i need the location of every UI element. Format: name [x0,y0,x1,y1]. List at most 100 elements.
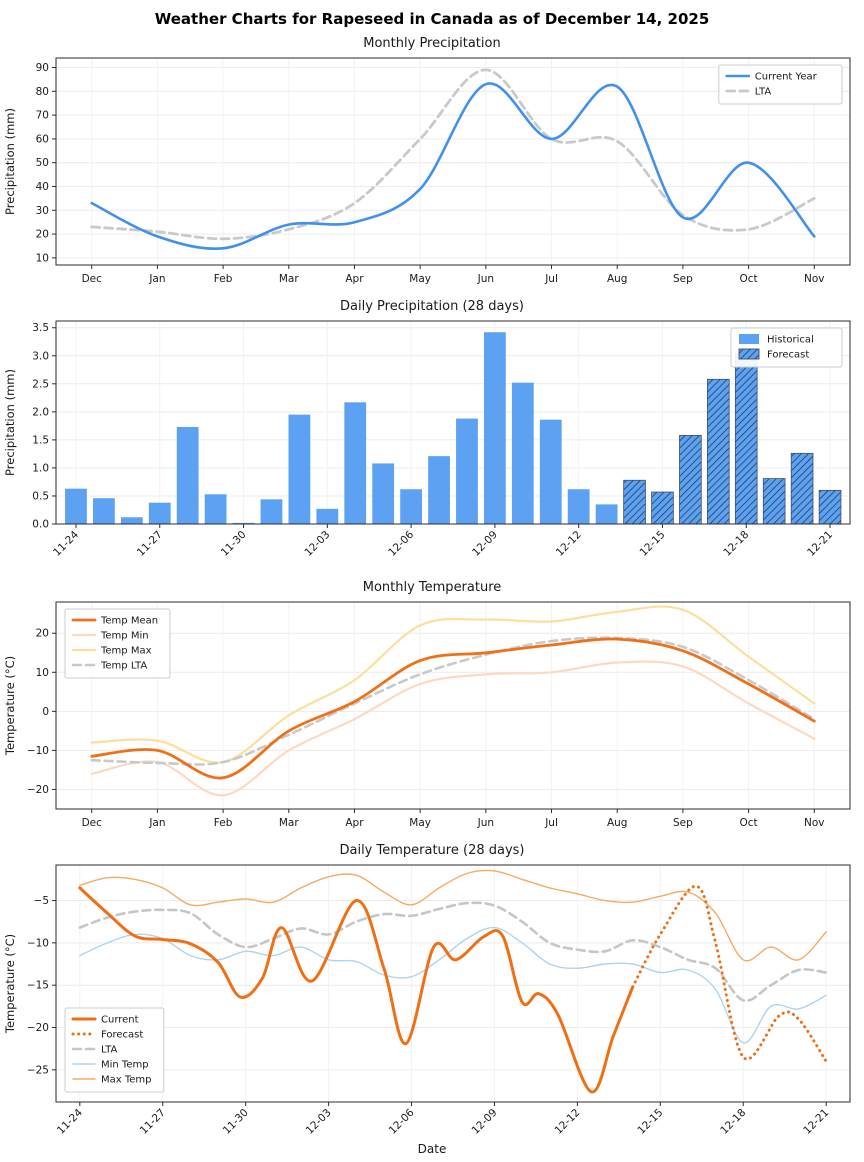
svg-text:12-18: 12-18 [721,529,751,559]
svg-text:Temp Mean: Temp Mean [100,616,158,627]
svg-text:−25: −25 [27,1064,49,1076]
svg-text:Temperature (°C): Temperature (°C) [3,934,17,1034]
svg-text:11-24: 11-24 [55,1106,85,1136]
svg-text:Precipitation (mm): Precipitation (mm) [3,369,17,476]
monthly-temperature-plot: −20 −10 0 10 20 Dec Jan Feb Mar Apr May Jun Jul Aug Se… [3,601,851,829]
svg-text:50: 50 [36,157,49,169]
svg-text:0.5: 0.5 [32,490,49,502]
daily-precipitation-title: Daily Precipitation (28 days) [340,299,524,314]
svg-text:80: 80 [36,86,49,98]
svg-text:Oct: Oct [740,817,758,829]
svg-text:Nov: Nov [804,817,825,829]
svg-text:2.5: 2.5 [32,378,49,390]
svg-text:12-12: 12-12 [554,529,584,559]
svg-text:−10: −10 [27,745,49,757]
svg-text:Apr: Apr [345,273,364,285]
svg-text:12-06: 12-06 [386,528,416,558]
svg-text:Apr: Apr [345,817,364,829]
svg-text:12-03: 12-03 [304,1107,334,1137]
svg-text:20: 20 [36,229,49,241]
svg-text:−20: −20 [27,784,49,796]
daily-temperature-plot: −25 −20 −15 −10 −5 11-24 11-27 11-30 12-03 12-06 1… [3,864,851,1137]
svg-text:Dec: Dec [82,273,103,285]
svg-text:Min Temp: Min Temp [101,1060,149,1071]
svg-text:11-30: 11-30 [219,529,249,559]
svg-text:0.0: 0.0 [32,519,49,531]
svg-text:12-15: 12-15 [638,529,668,559]
svg-text:LTA: LTA [101,1045,118,1056]
daily-precipitation-plot: 0.0 0.5 1.0 1.5 2.0 2.5 3.0 3.5 11-24 11-27 11-30 1… [3,320,851,559]
svg-text:Jun: Jun [477,273,494,285]
svg-text:11-30: 11-30 [221,1107,251,1137]
svg-text:Nov: Nov [804,273,825,285]
svg-text:Max Temp: Max Temp [101,1075,152,1086]
svg-text:11-27: 11-27 [138,1107,168,1137]
svg-text:LTA: LTA [755,87,772,98]
svg-text:−10: −10 [27,937,49,949]
svg-text:3.5: 3.5 [32,322,49,334]
svg-text:Mar: Mar [279,817,299,829]
svg-text:12-18: 12-18 [718,1107,748,1137]
svg-text:May: May [409,817,431,829]
svg-text:2.0: 2.0 [32,406,49,418]
svg-text:Forecast: Forecast [767,350,809,361]
svg-text:12-06: 12-06 [387,1106,417,1136]
svg-text:12-03: 12-03 [302,529,332,559]
svg-text:Aug: Aug [607,273,628,285]
svg-text:Current: Current [101,1015,139,1026]
svg-text:Forecast: Forecast [101,1030,143,1041]
svg-text:Temp Min: Temp Min [100,631,149,642]
svg-text:90: 90 [36,62,49,74]
svg-text:Jul: Jul [544,817,558,829]
svg-text:12-15: 12-15 [635,1107,665,1137]
svg-text:12-09: 12-09 [470,1107,500,1137]
svg-text:Current Year: Current Year [755,72,818,83]
chart-monthly-temperature: Monthly Temperature −20 −10 0 10 20 Dec Jan Feb… [0,580,864,835]
chart-daily-temperature: Daily Temperature (28 days) −25 −20 −15 −10… [0,843,864,1156]
svg-text:12-21: 12-21 [801,1107,831,1137]
svg-text:30: 30 [36,205,49,217]
svg-text:Sep: Sep [673,273,693,285]
chart-monthly-precipitation: Monthly Precipitation 10 20 30 40 50 60 70 80 90… [0,36,864,291]
figure-title: Weather Charts for Rapeseed in Canada as… [154,10,710,28]
chart-daily-precipitation: Daily Precipitation (28 days) 0.0 0.5 1.0 1… [0,299,864,572]
monthly-temperature-title: Monthly Temperature [362,580,502,595]
weather-charts-figure: Weather Charts for Rapeseed in Canada as… [0,10,864,1156]
svg-text:−20: −20 [27,1022,49,1034]
svg-text:70: 70 [36,110,49,122]
svg-text:Feb: Feb [214,817,233,829]
svg-text:Feb: Feb [214,273,233,285]
svg-text:12-09: 12-09 [470,529,500,559]
svg-text:10: 10 [36,252,49,264]
date-axis-label: Date [417,1142,447,1156]
monthly-precipitation-plot: 10 20 30 40 50 60 70 80 90 Dec Jan Feb Mar Apr May Jun J… [3,57,851,285]
svg-text:Dec: Dec [82,817,103,829]
svg-text:11-27: 11-27 [135,529,165,559]
svg-text:0: 0 [42,706,49,718]
svg-text:Temperature (°C): Temperature (°C) [3,656,17,756]
svg-text:11-24: 11-24 [51,528,81,558]
svg-text:Mar: Mar [279,273,299,285]
monthly-precipitation-title: Monthly Precipitation [363,36,501,51]
svg-text:−15: −15 [27,980,49,992]
svg-text:Historical: Historical [767,335,814,346]
svg-text:Jun: Jun [477,817,494,829]
svg-text:3.0: 3.0 [32,350,49,362]
svg-text:10: 10 [36,667,49,679]
svg-text:1.0: 1.0 [32,462,49,474]
svg-text:12-21: 12-21 [805,529,835,559]
svg-text:May: May [409,273,431,285]
svg-text:Jan: Jan [148,273,165,285]
svg-text:Jul: Jul [544,273,558,285]
svg-text:1.5: 1.5 [32,434,49,446]
svg-text:−5: −5 [34,895,49,907]
svg-text:Sep: Sep [673,817,693,829]
svg-text:Precipitation (mm): Precipitation (mm) [3,108,17,215]
svg-text:60: 60 [36,133,49,145]
svg-text:Aug: Aug [607,817,628,829]
daily-temperature-title: Daily Temperature (28 days) [339,843,525,858]
svg-text:Jan: Jan [148,817,165,829]
svg-text:Oct: Oct [740,273,758,285]
svg-text:12-12: 12-12 [552,1107,582,1137]
svg-text:Temp LTA: Temp LTA [100,661,147,672]
